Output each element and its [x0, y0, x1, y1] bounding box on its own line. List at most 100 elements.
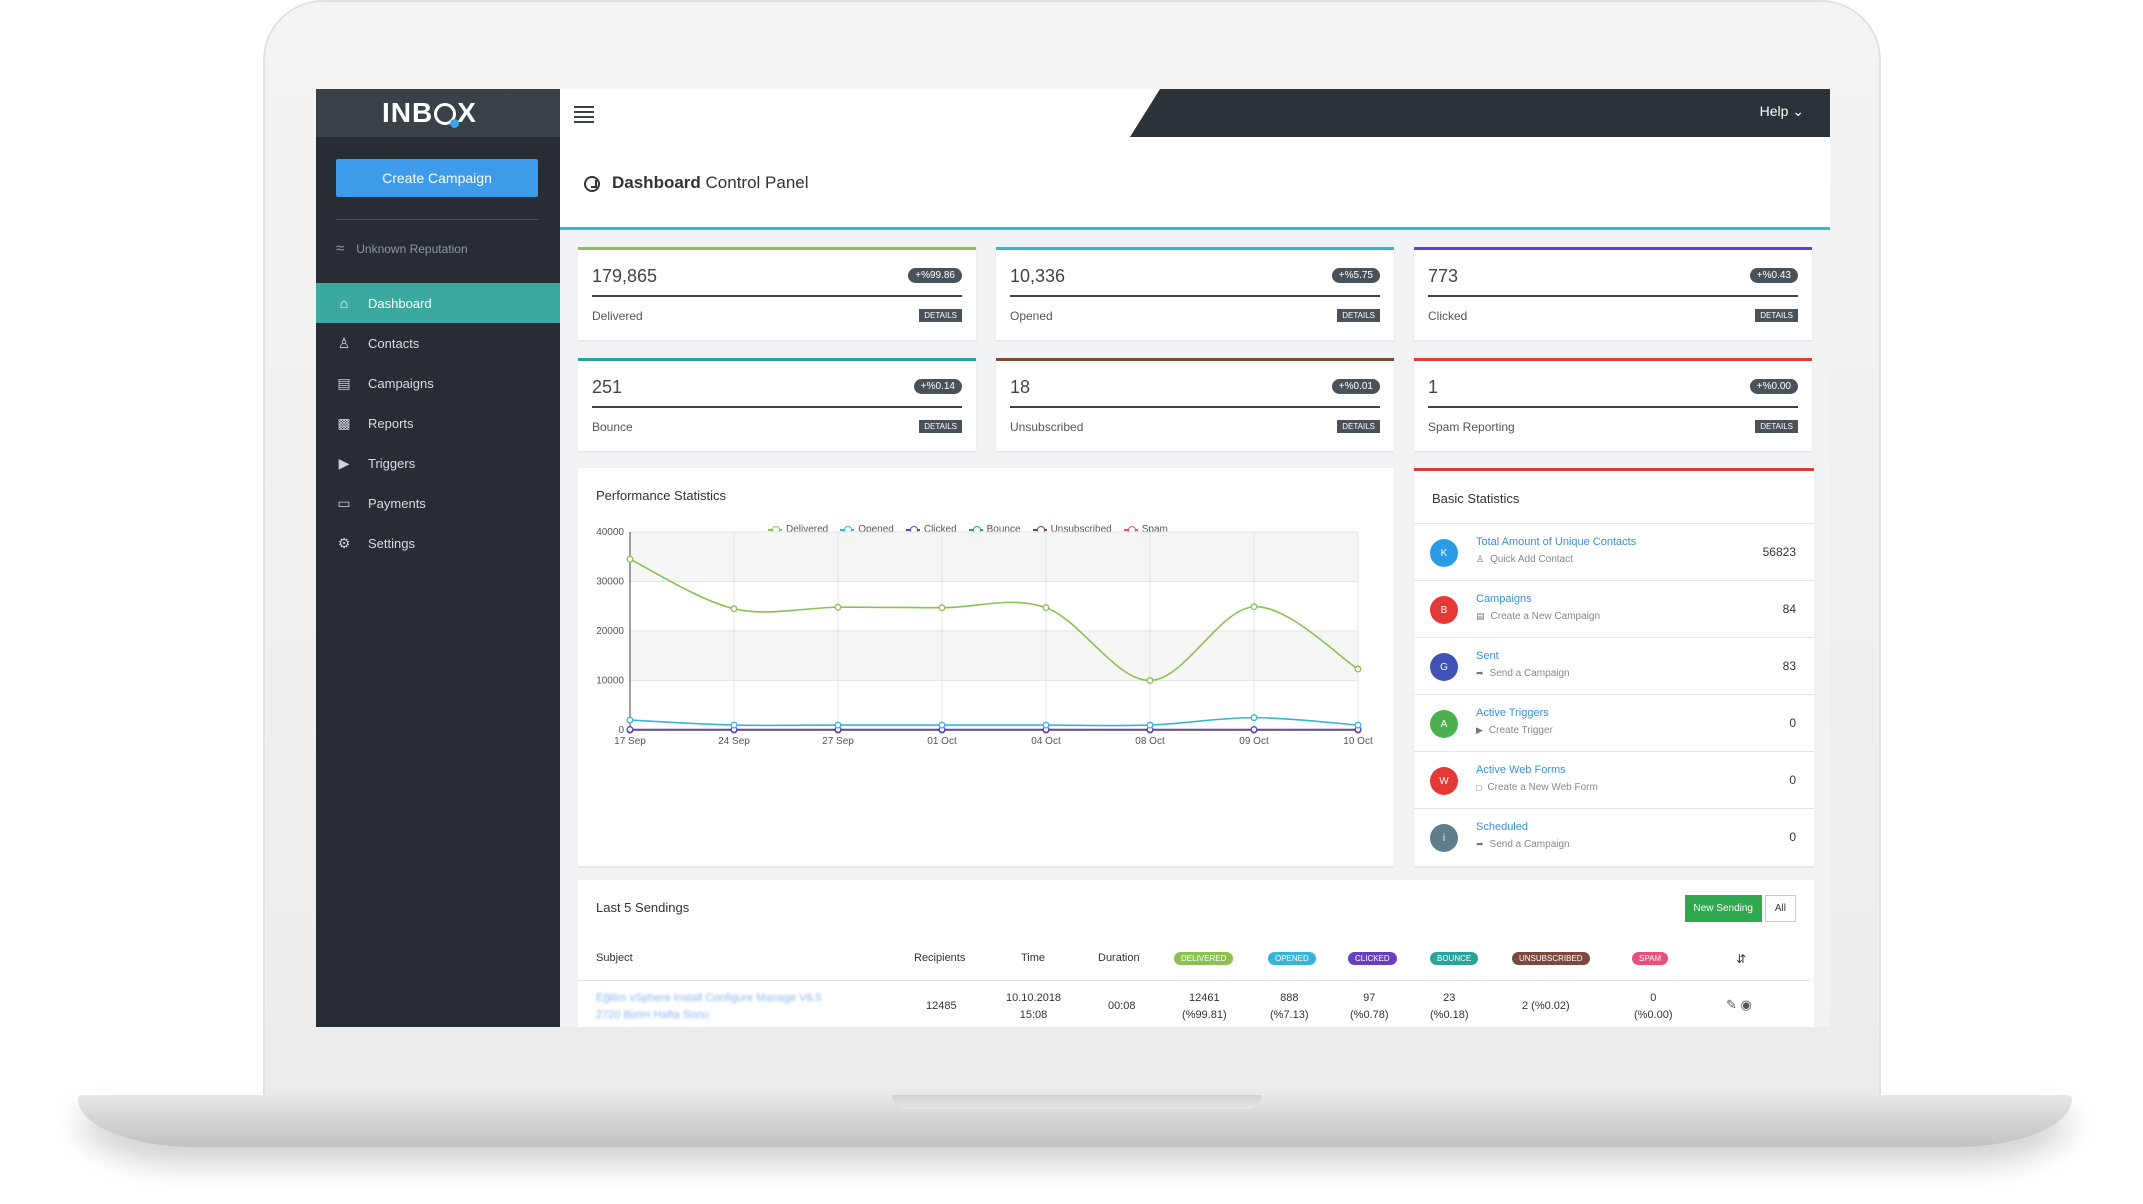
- basic-stat-sub[interactable]: ➦ Send a Campaign: [1476, 839, 1570, 850]
- legend-label: Spam: [1141, 524, 1168, 535]
- legend-label: Unsubscribed: [1050, 524, 1112, 535]
- row-date: 10.10.2018: [1006, 992, 1062, 1004]
- basic-stat-sub[interactable]: ➦ Send a Campaign: [1476, 668, 1570, 679]
- topbar-highlight: [560, 89, 1160, 137]
- basic-stat-row[interactable]: A Active Triggers ▶ Create Trigger 0: [1414, 694, 1814, 751]
- column-header-bounce[interactable]: BOUNCE: [1430, 952, 1479, 965]
- sidebar-item-dashboard[interactable]: ⌂ Dashboard: [316, 283, 560, 323]
- x-tick-label: 24 Sep: [718, 736, 750, 747]
- stat-details-button[interactable]: DETAILS: [1755, 309, 1798, 322]
- row-delivered-pct: (%99.81): [1182, 1009, 1227, 1021]
- basic-stat-name[interactable]: Total Amount of Unique Contacts: [1476, 536, 1637, 548]
- reputation-label: Unknown Reputation: [356, 241, 468, 256]
- legend-label: Opened: [858, 524, 894, 535]
- logo-text-left: INB: [382, 97, 434, 128]
- column-header-subject[interactable]: Subject: [596, 952, 633, 964]
- basic-stat-name[interactable]: Sent: [1476, 650, 1499, 662]
- basic-stat-value: 0: [1789, 830, 1796, 844]
- column-header-spam[interactable]: SPAM: [1632, 952, 1669, 965]
- sidebar-item-reports[interactable]: ▩ Reports: [316, 403, 560, 443]
- grid-band: [630, 631, 1358, 681]
- badge-unsubscribed: UNSUBSCRIBED: [1512, 952, 1590, 965]
- basic-stat-row[interactable]: G Sent ➦ Send a Campaign 83: [1414, 637, 1814, 694]
- column-header-clicked[interactable]: CLICKED: [1348, 952, 1397, 965]
- x-tick-label: 17 Sep: [614, 736, 646, 747]
- basic-stat-sub[interactable]: ▶ Create Trigger: [1476, 725, 1553, 736]
- column-header-time[interactable]: Time: [1021, 952, 1046, 964]
- row-duration: 00:08: [1108, 1000, 1136, 1012]
- help-menu[interactable]: Help ⌄: [1760, 103, 1804, 120]
- sidebar-item-campaigns[interactable]: ▤ Campaigns: [316, 363, 560, 403]
- stat-percent-badge: +%0.43: [1749, 268, 1798, 283]
- basic-statistics-title: Basic Statistics: [1432, 491, 1520, 506]
- y-tick-label: 20000: [596, 626, 624, 637]
- sidebar-item-label: Campaigns: [368, 375, 434, 391]
- column-header-delivered[interactable]: DELIVERED: [1174, 952, 1234, 965]
- sidebar-item-payments[interactable]: ▭ Payments: [316, 483, 560, 523]
- basic-stat-name[interactable]: Active Web Forms: [1476, 764, 1566, 776]
- stat-details-button[interactable]: DETAILS: [919, 309, 962, 322]
- basic-stat-name[interactable]: Scheduled: [1476, 821, 1528, 833]
- row-subject-line1: Eğitim vSphere Install Configure Manage …: [596, 992, 822, 1004]
- stat-card-opened: 10,336 +%5.75 Opened DETAILS: [996, 247, 1394, 340]
- row-delivered-count: 12461: [1189, 992, 1220, 1004]
- logo-text-right: X: [457, 97, 477, 128]
- avatar: i: [1430, 824, 1458, 852]
- basic-stat-row[interactable]: i Scheduled ➦ Send a Campaign 0: [1414, 808, 1814, 865]
- legend-label: Clicked: [923, 524, 957, 535]
- basic-stat-sub[interactable]: □ Create a New Web Form: [1476, 782, 1598, 793]
- new-sending-button[interactable]: New Sending: [1684, 895, 1762, 922]
- stat-value: 773: [1428, 266, 1459, 286]
- eye-icon[interactable]: ◉: [1740, 997, 1752, 1012]
- basic-stat-row[interactable]: B Campaigns ▤ Create a New Campaign 84: [1414, 580, 1814, 637]
- column-header-unsubscribed[interactable]: UNSUBSCRIBED: [1512, 952, 1590, 965]
- series-line-opened: [629, 716, 1359, 727]
- all-sendings-button[interactable]: All: [1764, 895, 1796, 922]
- column-header-recipients[interactable]: Recipients: [914, 952, 966, 964]
- stat-underline: [1428, 295, 1798, 297]
- avatar: W: [1430, 767, 1458, 795]
- basic-stat-sub-label: Quick Add Contact: [1490, 554, 1573, 565]
- sidebar-item-triggers[interactable]: ▶ Triggers: [316, 443, 560, 483]
- basic-stat-sub-label: Create a New Web Form: [1487, 782, 1598, 793]
- stat-details-button[interactable]: DETAILS: [919, 420, 962, 433]
- create-campaign-button[interactable]: Create Campaign: [336, 159, 538, 197]
- basic-stat-sub[interactable]: ♙ Quick Add Contact: [1476, 554, 1573, 565]
- top-bar: INB X Help ⌄: [316, 89, 1830, 137]
- stat-card-clicked: 773 +%0.43 Clicked DETAILS: [1414, 247, 1812, 340]
- column-header-opened[interactable]: OPENED: [1268, 952, 1316, 965]
- basic-stat-name[interactable]: Active Triggers: [1476, 707, 1549, 719]
- chevron-down-icon: ⌄: [1792, 103, 1804, 119]
- basic-stat-row[interactable]: W Active Web Forms □ Create a New Web For…: [1414, 751, 1814, 808]
- basic-stat-sub[interactable]: ▤ Create a New Campaign: [1476, 611, 1600, 622]
- basic-stat-value: 83: [1782, 659, 1796, 673]
- column-header-duration[interactable]: Duration: [1098, 952, 1140, 964]
- row-subject[interactable]: Eğitim vSphere Install Configure Manage …: [596, 990, 822, 1024]
- help-label: Help: [1759, 103, 1789, 119]
- row-clicked-count: 97: [1363, 992, 1376, 1004]
- stat-card-bounce: 251 +%0.14 Bounce DETAILS: [578, 358, 976, 451]
- row-actions: ✎ ◉: [1726, 996, 1752, 1013]
- sidebar-item-settings[interactable]: ⚙ Settings: [316, 523, 560, 563]
- stat-details-button[interactable]: DETAILS: [1755, 420, 1798, 433]
- sidebar-item-contacts[interactable]: ♙ Contacts: [316, 323, 560, 363]
- logo[interactable]: INB X: [382, 97, 477, 129]
- stat-card-delivered: 179,865 +%99.86 Delivered DETAILS: [578, 247, 976, 340]
- stat-details-button[interactable]: DETAILS: [1337, 309, 1380, 322]
- sidebar-item-label: Payments: [368, 495, 426, 511]
- row-recipients: 12485: [926, 1000, 957, 1012]
- page-title: Dashboard Control Panel: [612, 173, 809, 193]
- sort-icon[interactable]: ⇵: [1736, 952, 1747, 966]
- hamburger-menu-icon[interactable]: [574, 103, 594, 123]
- data-point-opened: [1354, 721, 1362, 729]
- stat-percent-badge: +%0.14: [913, 379, 962, 394]
- basic-stat-row[interactable]: K Total Amount of Unique Contacts ♙ Quick…: [1414, 523, 1814, 580]
- edit-icon[interactable]: ✎: [1726, 997, 1737, 1012]
- stat-details-button[interactable]: DETAILS: [1337, 420, 1380, 433]
- sidebar-item-label: Contacts: [368, 335, 420, 351]
- data-point-opened: [1146, 721, 1154, 729]
- y-tick-label: 10000: [596, 676, 624, 687]
- basic-stat-name[interactable]: Campaigns: [1476, 593, 1532, 605]
- row-clock: 15:08: [1019, 1009, 1048, 1021]
- sidebar-item-label: Dashboard: [368, 295, 432, 311]
